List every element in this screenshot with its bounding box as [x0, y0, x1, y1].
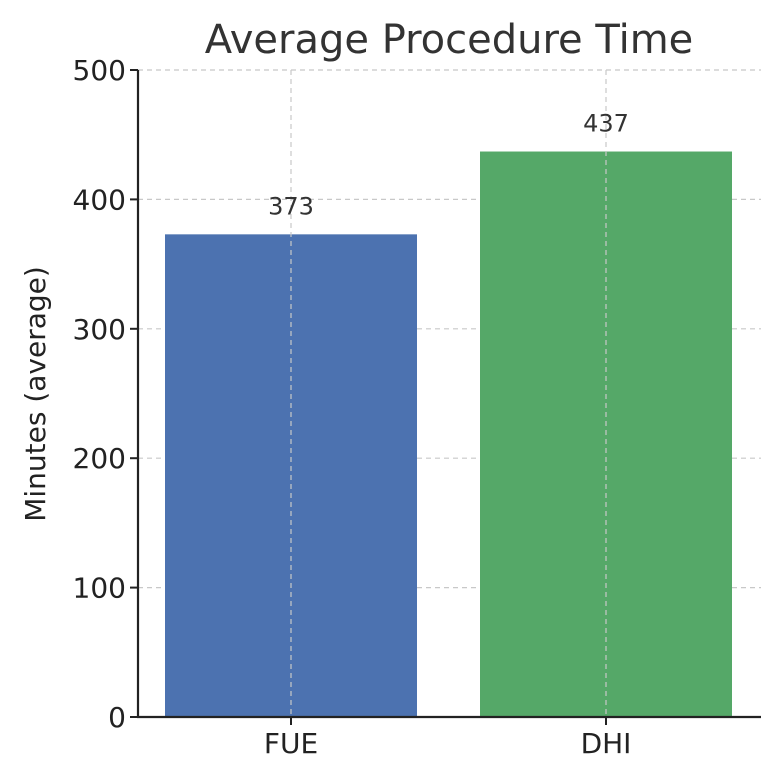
y-tick-label: 400 [73, 183, 126, 216]
y-tick-label: 500 [73, 54, 126, 87]
y-tick-label: 100 [73, 572, 126, 605]
y-axis-label: Minutes (average) [19, 266, 52, 522]
x-tick-label: DHI [581, 727, 632, 760]
data-labels: 373 437 [268, 70, 629, 717]
data-label-fue: 373 [268, 192, 314, 220]
y-tick-label: 0 [108, 701, 126, 734]
bars [165, 151, 732, 718]
x-ticks: FUE DHI [264, 717, 632, 760]
chart-title: Average Procedure Time [205, 17, 694, 63]
data-label-dhi: 437 [583, 110, 629, 138]
y-tick-label: 300 [73, 313, 126, 346]
y-ticks: 0 100 200 300 400 500 [73, 54, 138, 734]
x-tick-label: FUE [264, 727, 318, 760]
y-tick-label: 200 [73, 442, 126, 475]
axes [136, 70, 761, 719]
